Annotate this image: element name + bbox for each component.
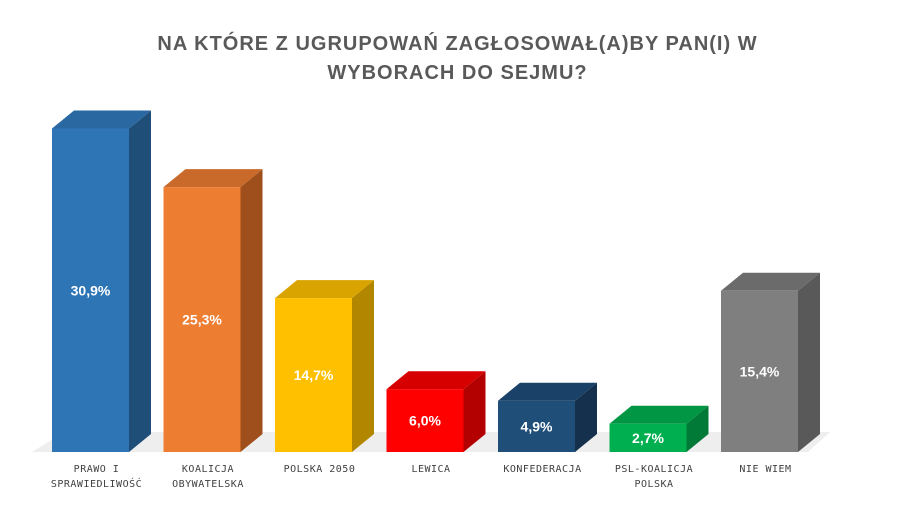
bar-top [275,280,374,299]
bar-side [129,110,151,452]
bar [275,298,352,452]
bar-side [240,169,263,452]
bar-top [386,371,486,390]
category-label: POLSKA [634,479,673,490]
chart-title-line-1: NA KTÓRE Z UGRUPOWAŃ ZAGŁOSOWAŁ(A)BY PAN… [157,33,758,55]
bar-side [463,371,486,452]
bar-top [52,110,151,129]
data-label: 25,3% [182,312,222,328]
category-label: LEWICA [411,464,450,475]
category-label: OBYWATELSKA [172,479,244,490]
bar-group: 15,4% NIE WIEM [721,272,820,475]
bar [52,128,129,452]
bar-group: 14,7% POLSKA 2050 [275,280,374,475]
bar-top [721,272,820,291]
bar-group: 2,7% PSL-KOALICJA POLSKA [609,405,709,490]
bar-top [163,169,263,188]
bar-top [609,405,709,424]
category-label: PRAWO I [74,464,120,475]
chart-title-line-2: WYBORACH DO SEJMU? [327,62,588,84]
category-label: POLSKA 2050 [284,464,356,475]
category-label: PSL-KOALICJA [615,464,693,475]
category-label: NIE WIEM [739,464,791,475]
category-label: SPRAWIEDLIWOŚĆ [51,477,142,490]
bar [163,187,241,452]
bar-group: 4,9% KONFEDERACJA [498,382,597,475]
bar-group: 25,3% KOALICJA OBYWATELSKA [163,169,263,490]
bar-side [352,280,374,452]
category-label: KONFEDERACJA [503,464,581,475]
bar [721,290,798,452]
data-label: 30,9% [71,282,111,298]
data-label: 14,7% [294,367,334,383]
data-label: 2,7% [632,430,664,446]
bar-side [575,382,597,452]
bar [386,389,464,452]
bar [498,400,575,452]
bar-group: 6,0% LEWICA [386,371,486,475]
data-label: 15,4% [740,363,780,379]
bar-side [686,405,709,452]
bar-group: 30,9% PRAWO I SPRAWIEDLIWOŚĆ [51,110,151,490]
data-label: 6,0% [409,413,441,429]
bar-top [498,382,597,401]
data-label: 4,9% [521,418,553,434]
bar-side [798,272,820,452]
category-label: KOALICJA [182,464,234,475]
bar [609,423,687,452]
